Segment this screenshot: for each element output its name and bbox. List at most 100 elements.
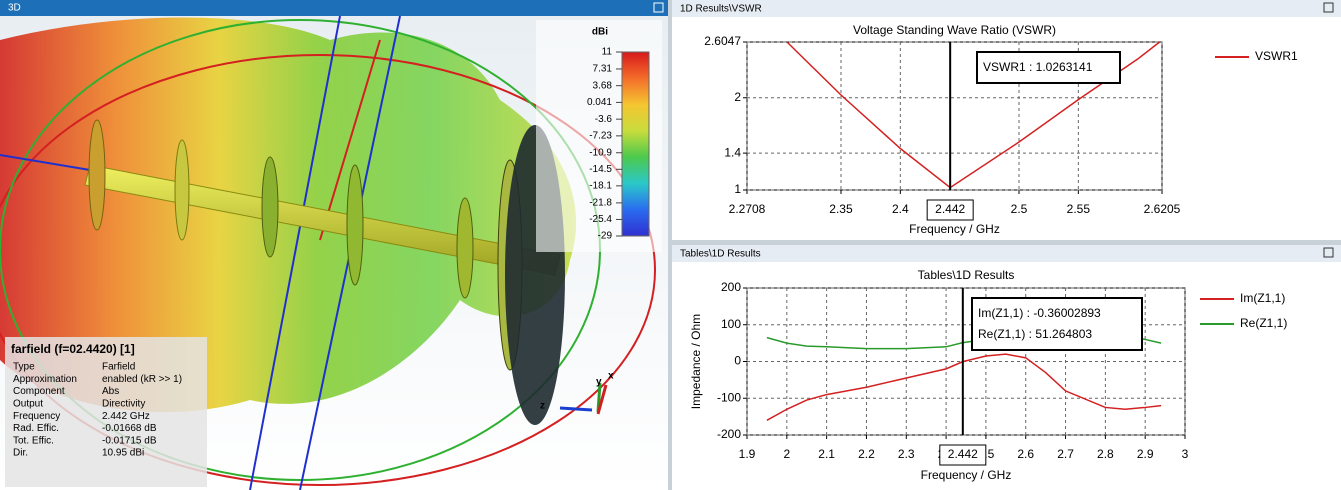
axis-label: x (608, 371, 614, 382)
info-value: Farfield (102, 362, 135, 373)
x-tick-label: 2.5 (1011, 202, 1028, 216)
colorbar-title: dBi (592, 27, 608, 38)
series-line (766, 353, 1162, 421)
axis-label: y (596, 377, 602, 388)
x-tick-label: 2.2708 (729, 202, 766, 216)
colorbar-tick-label: -25.4 (589, 214, 612, 225)
annotation: Re(Z1,1) : 51.264803 (978, 327, 1092, 341)
x-tick-label: 2.1 (818, 447, 835, 461)
x-tick-label: 2.55 (1067, 202, 1091, 216)
maximize-button[interactable] (1323, 2, 1334, 13)
info-title: farfield (f=02.4420) [1] (11, 342, 135, 356)
splitter[interactable] (672, 240, 1341, 245)
x-tick-label: 2.9 (1137, 447, 1154, 461)
colorbar (621, 51, 650, 237)
info-value: Abs (102, 386, 119, 397)
y-tick-label: 200 (721, 280, 741, 294)
y-tick-label: -100 (717, 390, 741, 404)
colorbar-tick-label: -21.8 (589, 198, 612, 209)
panel-title: 1D Results\VSWR (680, 4, 762, 15)
colorbar-tick-label: -18.1 (589, 181, 612, 192)
grid-line (319, 39, 381, 241)
y-tick-label: -200 (717, 427, 741, 441)
colorbar-tick-label: -3.6 (595, 114, 613, 125)
grid-line (249, 15, 341, 490)
series-line (786, 41, 1161, 189)
info-label: Tot. Effic. (13, 435, 54, 446)
x-tick-label: 2.6 (1017, 447, 1034, 461)
x-tick-label: 2.2 (858, 447, 875, 461)
y-tick-label: 0 (734, 354, 741, 368)
x-tick-label: 2.6205 (1144, 202, 1181, 216)
marker-label: 2.442 (935, 202, 965, 216)
marker-box (926, 199, 974, 221)
colorbar-tick-label: -14.5 (589, 164, 612, 175)
axis-line (0, 154, 91, 171)
director (88, 119, 106, 231)
info-label: Dir. (13, 448, 28, 459)
director (261, 156, 279, 258)
info-value: -0.01715 dB (102, 435, 157, 446)
x-tick-label: 2 (783, 447, 790, 461)
grid-circle (0, 54, 656, 486)
info-value: enabled (kR >> 1) (102, 374, 182, 385)
info-label: Frequency (13, 411, 60, 422)
y-tick-label: 100 (721, 317, 741, 331)
chart-title: Tables\1D Results (918, 268, 1015, 282)
y-tick-label: 2 (734, 90, 741, 104)
y-tick-label: 1 (734, 182, 741, 196)
info-value: 10.95 dBi (102, 448, 144, 459)
info-label: Approximation (13, 374, 77, 385)
info-value: Directivity (102, 399, 145, 410)
x-axis-label: Frequency / GHz (909, 222, 1000, 236)
annotation: VSWR1 : 1.0263141 (983, 60, 1093, 74)
title-bar (672, 245, 1341, 262)
legend-label: VSWR1 (1255, 49, 1298, 63)
x-tick-label: 3 (1182, 447, 1189, 461)
annotation-box (976, 51, 1121, 84)
annotation-box (971, 297, 1143, 351)
title-bar (672, 0, 1341, 17)
info-value: -0.01668 dB (102, 423, 157, 434)
info-box (5, 337, 207, 487)
info-label: Rad. Effic. (13, 423, 59, 434)
panel-3d: 3D farfield (f=02.4420) [1] (0, 0, 672, 490)
marker-box (939, 444, 987, 466)
x-tick-label: 2.8 (1097, 447, 1114, 461)
y-tick-label: 2.6047 (704, 34, 741, 48)
colorbar-tick-label: -10.9 (589, 147, 612, 158)
x-tick-label: 2.35 (829, 202, 853, 216)
info-value: 2.442 GHz (102, 411, 150, 422)
legend-label: Im(Z1,1) (1240, 291, 1285, 305)
maximize-button[interactable] (653, 2, 664, 13)
director (174, 139, 190, 241)
y-tick-label: 1.4 (724, 145, 741, 159)
colorbar-tick-label: 3.68 (593, 80, 613, 91)
maximize-button[interactable] (1323, 247, 1334, 258)
info-label: Component (13, 386, 65, 397)
splitter[interactable] (668, 0, 672, 490)
x-axis-label: Frequency / GHz (921, 468, 1012, 482)
title-bar (0, 0, 668, 16)
axis-label: z (540, 401, 545, 412)
x-tick-label: 2.3 (898, 447, 915, 461)
axis-x (596, 384, 608, 415)
y-axis-label: Impedance / Ohm (689, 314, 703, 409)
panel-title: Tables\1D Results (680, 249, 761, 260)
legend-label: Re(Z1,1) (1240, 316, 1287, 330)
annotation: Im(Z1,1) : -0.36002893 (978, 306, 1101, 320)
panel-title: 3D (8, 3, 21, 14)
x-tick-label: 2.4 (892, 202, 909, 216)
colorbar-tick-label: 0.041 (587, 97, 612, 108)
colorbar-tick-label: 11 (602, 47, 613, 58)
info-label: Output (13, 399, 43, 410)
colorbar-tick-label: -7.23 (589, 130, 612, 141)
info-label: Type (13, 362, 35, 373)
chart-title: Voltage Standing Wave Ratio (VSWR) (853, 23, 1056, 37)
x-tick-label: 1.9 (739, 447, 756, 461)
colorbar-tick-label: 7.31 (593, 64, 613, 75)
director (346, 164, 364, 286)
marker-label: 2.442 (948, 447, 978, 461)
x-tick-label: 2.7 (1057, 447, 1074, 461)
